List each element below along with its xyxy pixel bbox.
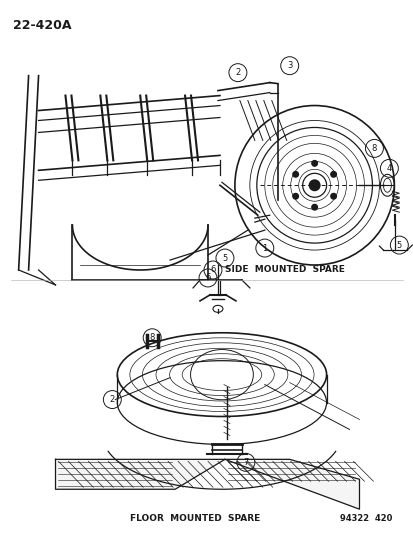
Text: FLOOR  MOUNTED  SPARE: FLOOR MOUNTED SPARE (130, 514, 260, 523)
Text: 8: 8 (149, 333, 154, 342)
Text: 5: 5 (222, 254, 227, 263)
Circle shape (329, 193, 336, 200)
Circle shape (311, 204, 317, 211)
Text: 6: 6 (210, 265, 215, 274)
Text: 7: 7 (242, 458, 248, 467)
Text: 4: 4 (386, 164, 391, 173)
Circle shape (308, 179, 320, 191)
Text: 6: 6 (205, 273, 210, 282)
Circle shape (311, 160, 317, 167)
Text: 1: 1 (261, 244, 267, 253)
Text: SIDE  MOUNTED  SPARE: SIDE MOUNTED SPARE (224, 265, 344, 274)
Text: 94322  420: 94322 420 (339, 514, 391, 523)
Circle shape (329, 171, 336, 178)
Text: 22-420A: 22-420A (13, 19, 71, 32)
Circle shape (292, 193, 299, 200)
Circle shape (292, 171, 299, 178)
Text: 2: 2 (109, 395, 115, 404)
Polygon shape (224, 459, 358, 509)
Text: 2: 2 (235, 68, 240, 77)
Text: 5: 5 (396, 240, 401, 249)
Text: 8: 8 (371, 144, 376, 153)
Text: 3: 3 (286, 61, 292, 70)
Polygon shape (55, 459, 224, 489)
